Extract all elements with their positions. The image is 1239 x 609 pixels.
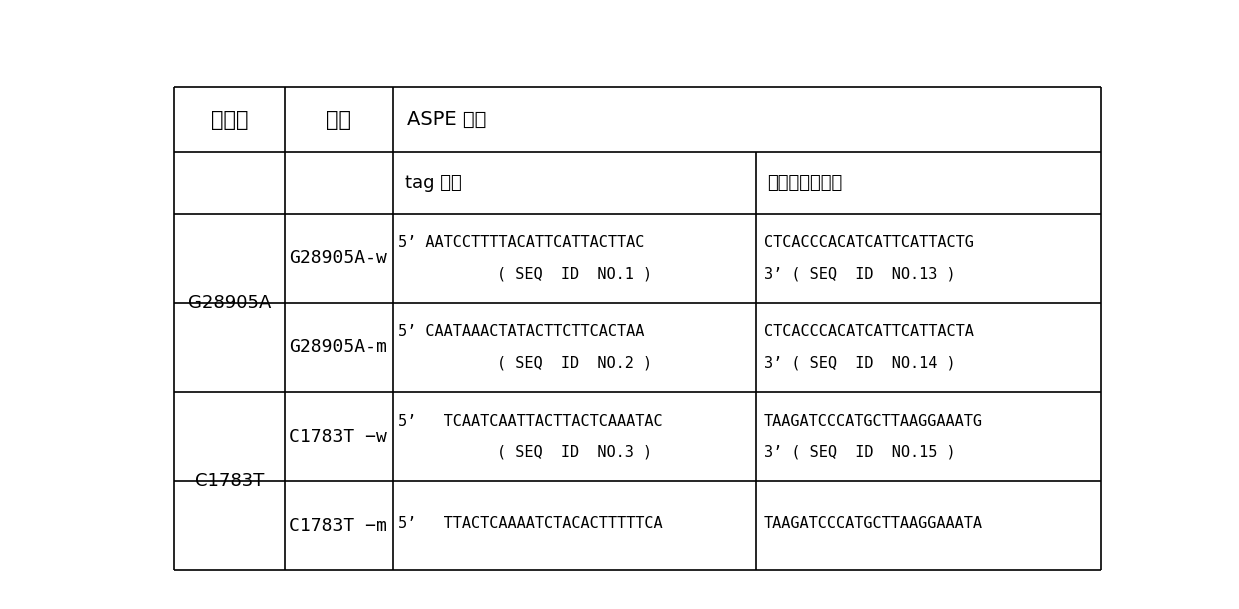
Text: G28905A: G28905A — [187, 294, 271, 312]
Text: CTCACCCACATCATTCATTACTG: CTCACCCACATCATTCATTACTG — [763, 235, 974, 250]
Text: TAAGATCCCATGCTTAAGGAAATA: TAAGATCCCATGCTTAAGGAAATA — [763, 516, 983, 531]
Text: 类型: 类型 — [326, 110, 352, 130]
Text: 基因型: 基因型 — [211, 110, 248, 130]
Text: 5’   TTACTCAAAATCTACACTTTTTCA: 5’ TTACTCAAAATCTACACTTTTTCA — [398, 516, 663, 531]
Text: ASPE 引物: ASPE 引物 — [408, 110, 487, 129]
Text: 3’ ( SEQ  ID  NO.13 ): 3’ ( SEQ ID NO.13 ) — [763, 266, 955, 281]
Text: G28905A-w: G28905A-w — [290, 249, 387, 267]
Text: 3’ ( SEQ  ID  NO.14 ): 3’ ( SEQ ID NO.14 ) — [763, 356, 955, 370]
Text: G28905A-m: G28905A-m — [290, 339, 387, 356]
Text: ( SEQ  ID  NO.3 ): ( SEQ ID NO.3 ) — [497, 445, 652, 459]
Text: C1783T −w: C1783T −w — [290, 428, 387, 446]
Text: tag 序列: tag 序列 — [404, 174, 461, 192]
Text: 5’ AATCCTTTTACATTCATTACTTAC: 5’ AATCCTTTTACATTCATTACTTAC — [398, 235, 644, 250]
Text: TAAGATCCCATGCTTAAGGAAATG: TAAGATCCCATGCTTAAGGAAATG — [763, 414, 983, 429]
Text: 5’   TCAATCAATTACTTACTCAAATAC: 5’ TCAATCAATTACTTACTCAAATAC — [398, 414, 663, 429]
Text: CTCACCCACATCATTCATTACTA: CTCACCCACATCATTCATTACTA — [763, 325, 974, 339]
Text: 特异性引物序列: 特异性引物序列 — [767, 174, 843, 192]
Text: ( SEQ  ID  NO.1 ): ( SEQ ID NO.1 ) — [497, 266, 652, 281]
Text: 5’ CAATAAACTATACTTCTTCACTAA: 5’ CAATAAACTATACTTCTTCACTAA — [398, 325, 644, 339]
Text: C1783T −m: C1783T −m — [290, 516, 387, 535]
Text: C1783T: C1783T — [195, 472, 264, 490]
Text: 3’ ( SEQ  ID  NO.15 ): 3’ ( SEQ ID NO.15 ) — [763, 445, 955, 459]
Text: ( SEQ  ID  NO.2 ): ( SEQ ID NO.2 ) — [497, 356, 652, 370]
